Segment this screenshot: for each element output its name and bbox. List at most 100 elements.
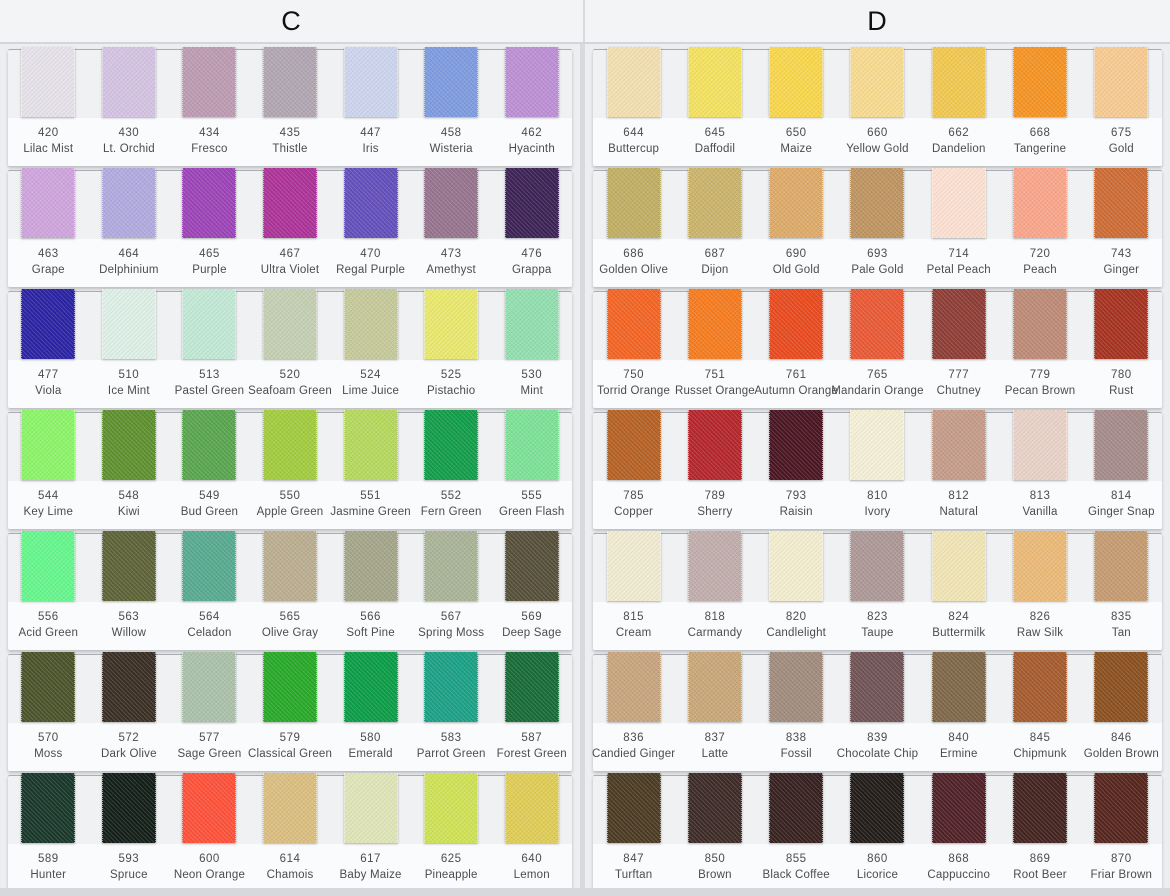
- swatch-code: 550: [279, 490, 301, 502]
- swatch-name: Ermine: [939, 747, 978, 760]
- swatch-code: 530: [521, 369, 543, 381]
- swatch-name: Purple: [192, 263, 227, 276]
- ribbon-swatch: [769, 410, 824, 480]
- swatch-cell: 820 Candlelight: [756, 531, 837, 650]
- swatch-cell: 690 Old Gold: [756, 168, 837, 287]
- swatch-code: 467: [279, 248, 301, 260]
- swatch-code: 686: [623, 248, 644, 260]
- swatch-row: 750 Torrid Orange 751 Russet Orange 761 …: [593, 289, 1162, 408]
- ribbon-swatch: [850, 652, 905, 722]
- swatch-row: 556 Acid Green 563 Willow 564 Celadon 56…: [8, 531, 572, 650]
- swatch-cell: 430 Lt. Orchid: [89, 47, 170, 166]
- scan-bottom-edge: [0, 888, 1170, 896]
- swatch-cell: 812 Natural: [918, 410, 999, 529]
- swatch-code: 544: [37, 490, 59, 502]
- swatch-cell: 530 Mint: [491, 289, 572, 408]
- swatch-name: Lime Juice: [342, 384, 400, 397]
- ribbon-swatch: [931, 531, 986, 601]
- ribbon-swatch: [606, 168, 661, 238]
- swatch-cell: 462 Hyacinth: [491, 47, 572, 166]
- swatch-code: 600: [199, 853, 220, 865]
- swatch-code: 525: [440, 369, 462, 381]
- ribbon-swatch: [1013, 47, 1068, 117]
- ribbon-swatch: [769, 47, 824, 117]
- swatch-name: Cream: [615, 626, 652, 639]
- swatch-name: Hyacinth: [508, 142, 555, 155]
- swatch-name: Willow: [111, 626, 147, 639]
- ribbon-swatch: [263, 410, 318, 480]
- swatch-code: 556: [37, 611, 59, 623]
- ribbon-swatch: [343, 168, 398, 238]
- swatch-code: 779: [1029, 369, 1051, 381]
- ribbon-swatch: [769, 531, 824, 601]
- ribbon-swatch: [343, 652, 398, 722]
- swatch-cell: 750 Torrid Orange: [593, 289, 674, 408]
- swatch-code: 465: [199, 248, 220, 260]
- swatch-code: 644: [623, 127, 644, 139]
- swatch-name: Soft Pine: [346, 626, 395, 639]
- swatch-cell: 777 Chutney: [918, 289, 999, 408]
- ribbon-swatch: [263, 168, 318, 238]
- section-header: C D: [0, 0, 1170, 44]
- swatch-code: 580: [360, 732, 381, 744]
- swatch-name: Buttercup: [608, 142, 660, 155]
- swatch-cell: 668 Tangerine: [999, 47, 1080, 166]
- ribbon-swatch: [850, 47, 905, 117]
- swatch-name: Tangerine: [1013, 142, 1067, 155]
- ribbon-swatch: [850, 289, 905, 359]
- ribbon-swatch: [182, 168, 237, 238]
- swatch-code: 420: [37, 127, 59, 139]
- swatch-code: 860: [867, 853, 888, 865]
- ribbon-swatch: [21, 531, 76, 601]
- swatch-name: Chocolate Chip: [836, 747, 919, 760]
- swatch-name: Pale Gold: [851, 263, 904, 276]
- ribbon-swatch: [850, 773, 905, 843]
- ribbon-swatch: [424, 773, 479, 843]
- swatch-name: Sherry: [697, 505, 733, 518]
- swatch-code: 855: [785, 853, 807, 865]
- swatch-name: Lilac Mist: [23, 142, 74, 155]
- swatch-cell: 580 Emerald: [330, 652, 411, 771]
- ribbon-swatch: [182, 47, 237, 117]
- ribbon-swatch: [931, 410, 986, 480]
- ribbon-swatch: [424, 410, 479, 480]
- swatch-cell: 525 Pistachio: [411, 289, 492, 408]
- swatch-cell: 555 Green Flash: [491, 410, 572, 529]
- swatch-row: 686 Golden Olive 687 Dijon 690 Old Gold …: [593, 168, 1162, 287]
- ribbon-swatch: [343, 410, 398, 480]
- ribbon-swatch: [687, 652, 742, 722]
- ribbon-swatch: [101, 168, 156, 238]
- swatch-code: 793: [785, 490, 807, 502]
- swatch-name: Thistle: [272, 142, 308, 155]
- swatch-code: 565: [279, 611, 301, 623]
- ribbon-swatch: [687, 289, 742, 359]
- swatch-cell: 572 Dark Olive: [89, 652, 170, 771]
- swatch-name: Neon Orange: [173, 868, 246, 881]
- swatch-name: Iris: [362, 142, 379, 155]
- swatch-name: Ginger: [1103, 263, 1140, 276]
- swatch-cell: 477 Viola: [8, 289, 89, 408]
- swatch-cell: 556 Acid Green: [8, 531, 89, 650]
- swatch-name: Spruce: [110, 868, 148, 881]
- ribbon-swatch: [1094, 47, 1149, 117]
- swatch-code: 714: [948, 248, 970, 260]
- swatch-name: Copper: [614, 505, 654, 518]
- ribbon-swatch: [21, 773, 76, 843]
- swatch-cell: 550 Apple Green: [250, 410, 331, 529]
- swatch-name: Kiwi: [117, 505, 140, 518]
- swatch-cell: 420 Lilac Mist: [8, 47, 89, 166]
- swatch-cell: 824 Buttermilk: [918, 531, 999, 650]
- swatch-name: Olive Gray: [261, 626, 319, 639]
- swatch-cell: 510 Ice Mint: [89, 289, 170, 408]
- swatch-cell: 463 Grape: [8, 168, 89, 287]
- swatch-code: 513: [199, 369, 220, 381]
- ribbon-swatch: [424, 531, 479, 601]
- swatch-cell: 473 Amethyst: [411, 168, 492, 287]
- swatch-name: Spring Moss: [418, 626, 485, 639]
- swatch-code: 476: [521, 248, 543, 260]
- swatch-cell: 551 Jasmine Green: [330, 410, 411, 529]
- swatch-code: 564: [199, 611, 220, 623]
- swatch-name: Wisteria: [429, 142, 473, 155]
- swatch-cell: 660 Yellow Gold: [837, 47, 918, 166]
